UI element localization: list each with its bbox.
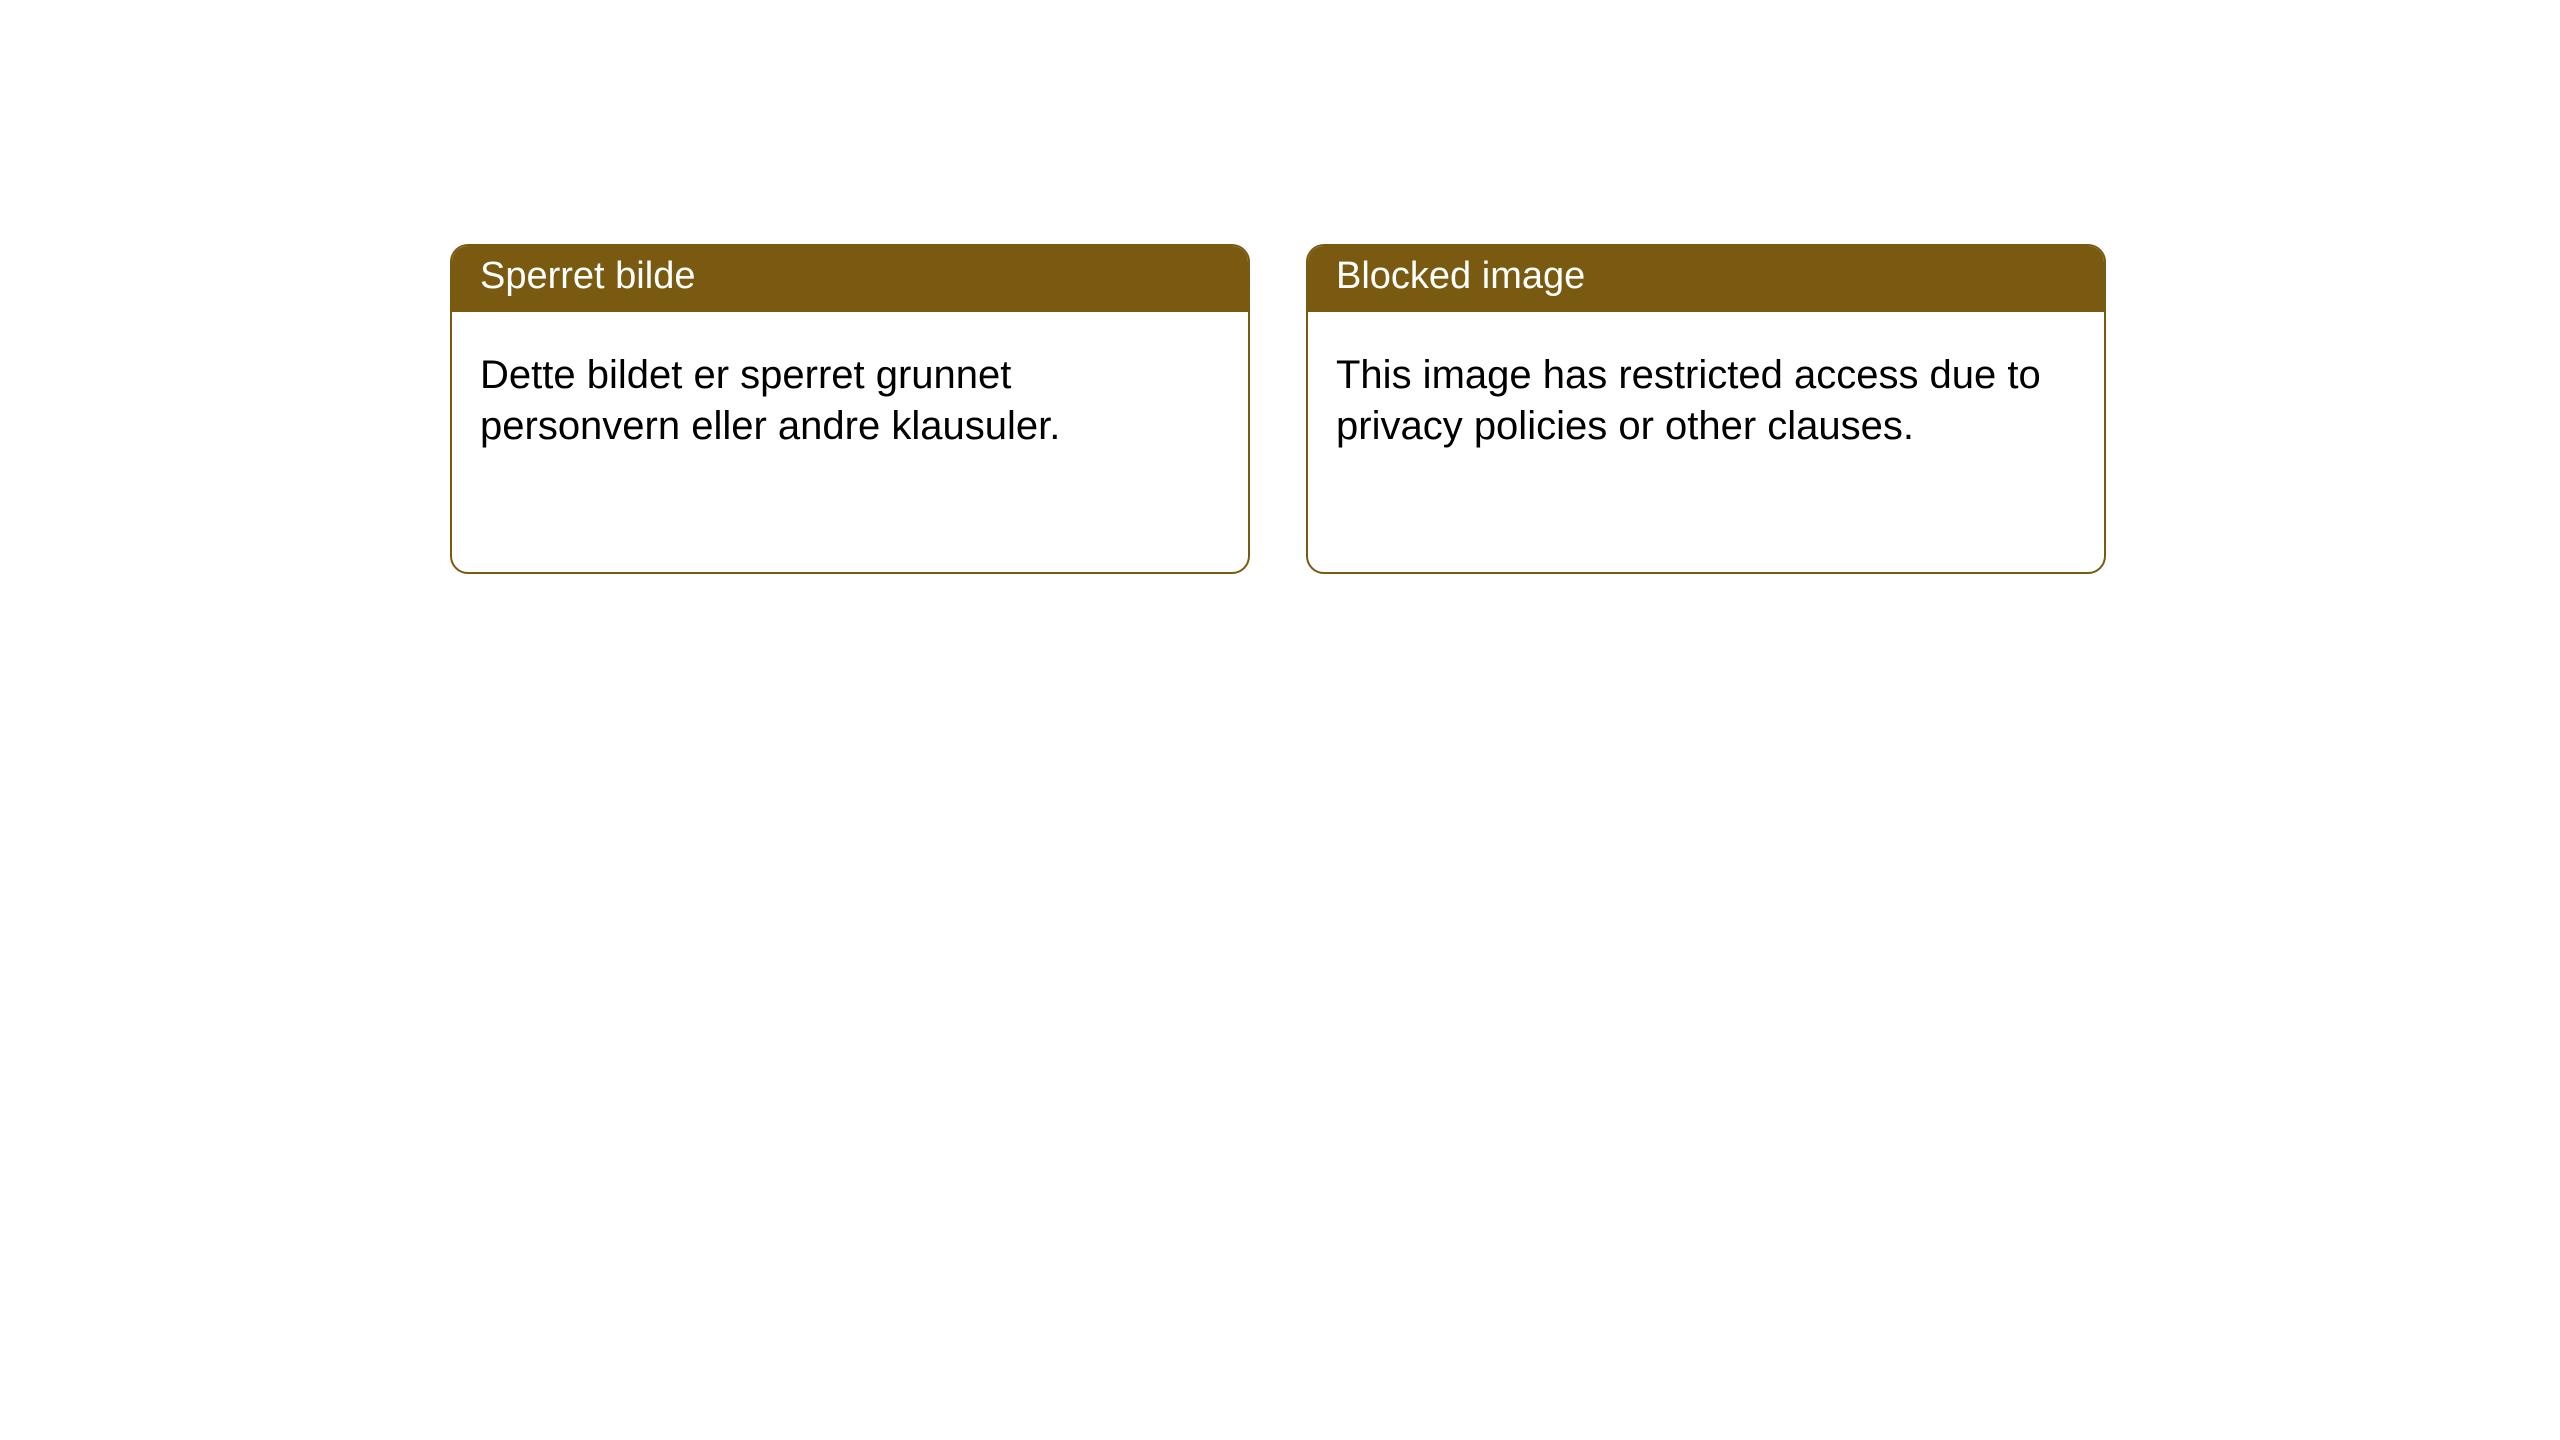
notice-container: Sperret bilde Dette bildet er sperret gr… — [450, 244, 2106, 574]
notice-body: Dette bildet er sperret grunnet personve… — [452, 312, 1248, 490]
notice-card-english: Blocked image This image has restricted … — [1306, 244, 2106, 574]
notice-body: This image has restricted access due to … — [1308, 312, 2104, 490]
notice-message: This image has restricted access due to … — [1336, 353, 2041, 448]
notice-header: Blocked image — [1308, 246, 2104, 312]
notice-header: Sperret bilde — [452, 246, 1248, 312]
notice-title: Blocked image — [1336, 255, 1585, 297]
notice-title: Sperret bilde — [480, 255, 695, 297]
notice-message: Dette bildet er sperret grunnet personve… — [480, 353, 1060, 448]
notice-card-norwegian: Sperret bilde Dette bildet er sperret gr… — [450, 244, 1250, 574]
